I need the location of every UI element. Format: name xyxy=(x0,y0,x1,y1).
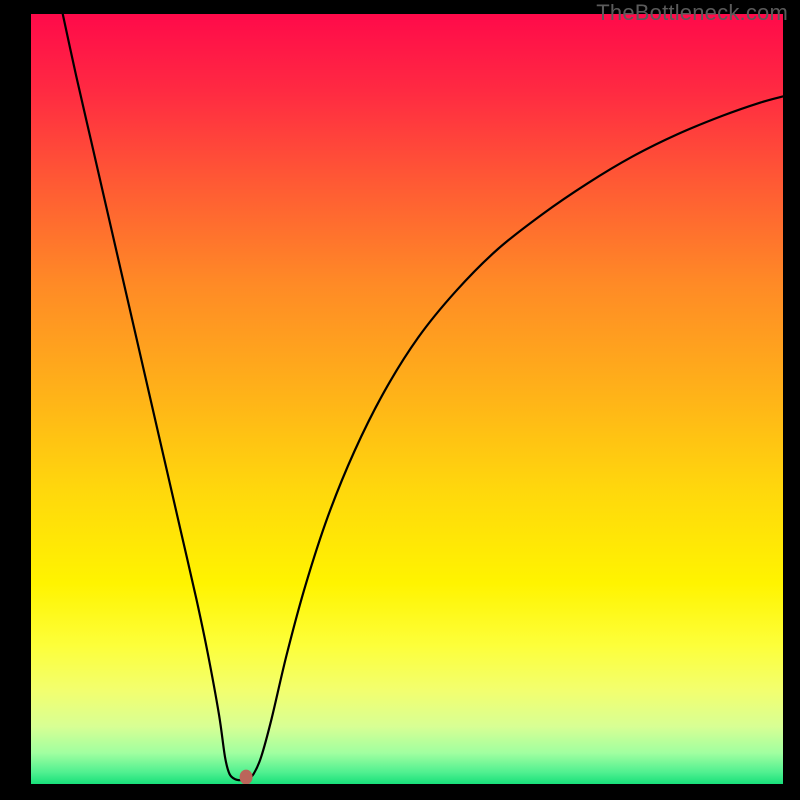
gradient-background xyxy=(31,14,783,784)
chart-frame: TheBottleneck.com xyxy=(0,0,800,800)
watermark-text: TheBottleneck.com xyxy=(596,0,788,26)
chart-svg xyxy=(31,14,783,784)
minimum-marker xyxy=(240,770,253,784)
plot-area xyxy=(31,14,783,784)
